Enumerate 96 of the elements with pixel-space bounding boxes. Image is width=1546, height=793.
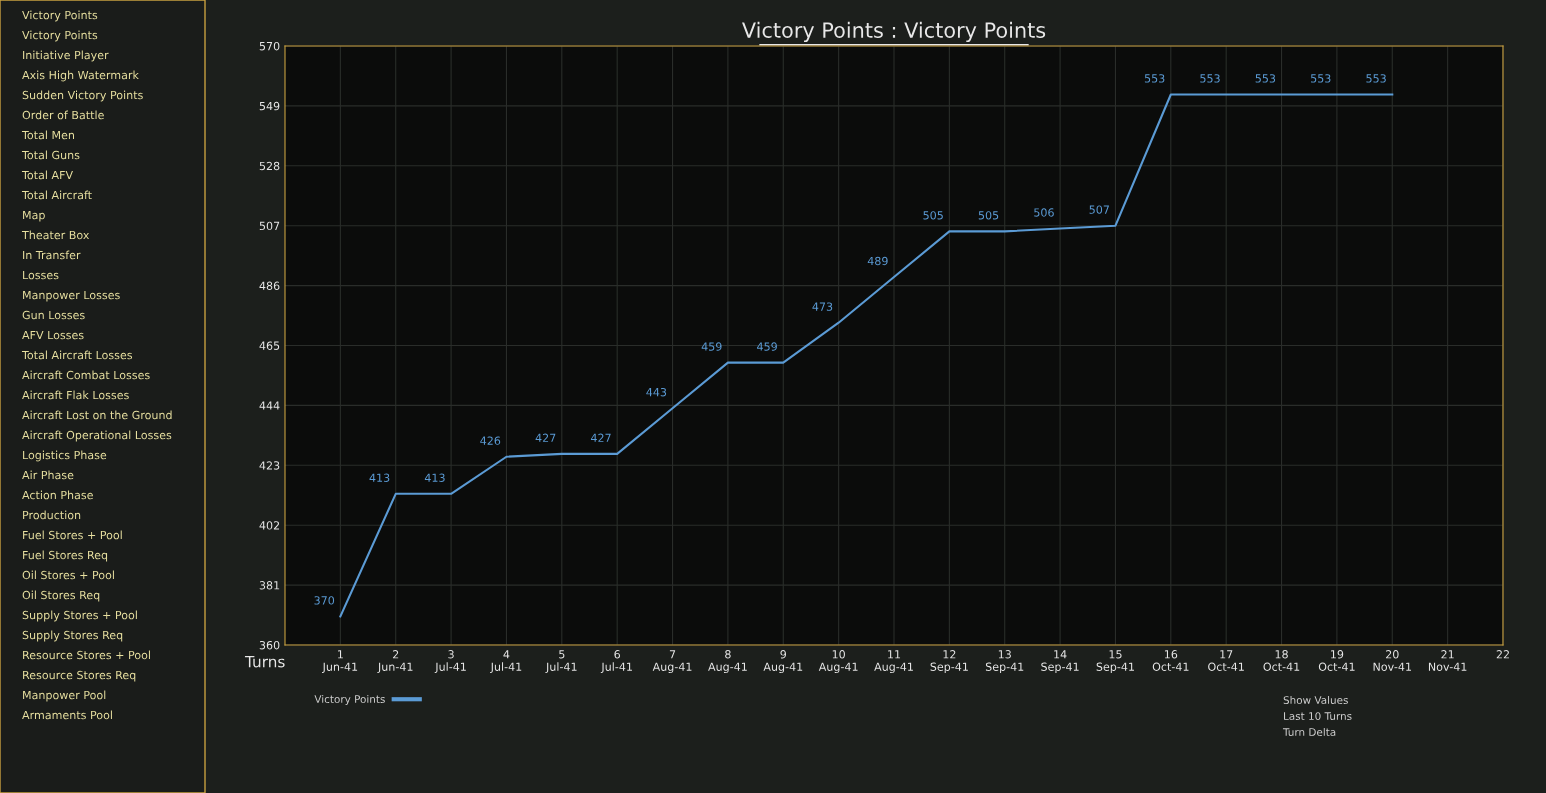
data-label: 427	[590, 433, 611, 442]
data-label: 459	[701, 342, 722, 351]
text: Oil Stores Req	[22, 590, 100, 602]
text: Supply Stores + Pool	[22, 610, 137, 622]
text: Aircraft Operational Losses	[22, 430, 172, 442]
text: Manpower Pool	[23, 690, 106, 702]
x-tick-label: 4 Jul-41	[490, 650, 522, 673]
data-label: 553	[1311, 74, 1331, 83]
data-label: 413	[369, 473, 390, 482]
x-tick-label: 13 Sep-41	[985, 650, 1024, 674]
text: Sudden Victory Points	[22, 90, 143, 102]
text: Total Aircraft Losses	[21, 350, 133, 360]
text: Manpower Losses	[23, 290, 120, 302]
text: Fuel Stores Req	[23, 550, 108, 562]
text: Total Aircraft	[21, 190, 92, 200]
y-tick-label: 486	[259, 281, 280, 290]
x-tick-label: 22	[1496, 650, 1509, 659]
text: Initiative Player	[23, 50, 109, 62]
text: Turn Delta	[1282, 727, 1336, 737]
data-label: 553	[1255, 74, 1276, 83]
x-tick-label: 17 Oct-41	[1208, 650, 1244, 671]
text: In Transfer	[23, 250, 81, 260]
data-label: 505	[923, 211, 943, 220]
data-label: 370	[314, 596, 335, 605]
text: Last 10 Turns	[1284, 712, 1352, 721]
x-tick-label: 6 Jul-41	[600, 650, 632, 673]
text: Order of Battle	[22, 110, 104, 120]
data-label: 506	[1034, 208, 1054, 217]
x-tick-label: 18 Oct-41	[1263, 650, 1300, 671]
text: Production	[23, 510, 81, 520]
text: Aircraft Lost on the Ground	[22, 410, 172, 420]
x-tick-label: 11 Aug-41	[874, 650, 913, 674]
y-tick-label: 507	[259, 221, 280, 231]
text: Logistics Phase	[23, 450, 107, 462]
chart-title: Victory Points : Victory Points	[742, 21, 1046, 42]
y-tick-label: 549	[259, 101, 280, 111]
text: Victory Points	[22, 30, 98, 42]
x-tick-label: 2 Jun-41	[377, 650, 413, 673]
data-label: 553	[1144, 74, 1165, 83]
data-label: 507	[1089, 205, 1109, 214]
y-tick-label: 570	[259, 41, 280, 51]
x-tick-label: 3 Jul-41	[434, 650, 466, 673]
x-tick-label: 9 Aug-41	[763, 650, 803, 674]
x-tick-label: 14 Sep-41	[1041, 650, 1079, 674]
y-tick-label: 444	[259, 401, 280, 410]
text: Aircraft Combat Losses	[22, 370, 150, 380]
y-tick-label: 423	[259, 461, 280, 470]
text: Losses	[23, 270, 59, 280]
x-tick-label: 10 Aug-41	[818, 650, 858, 674]
data-label: 473	[812, 302, 833, 311]
text: Fuel Stores + Pool	[23, 530, 122, 540]
text: Map	[23, 210, 45, 222]
data-label: 489	[867, 256, 888, 266]
text: Oil Stores + Pool	[22, 570, 114, 580]
y-tick-label: 528	[259, 161, 280, 171]
y-tick-label: 360	[259, 640, 280, 650]
data-label: 413	[424, 473, 445, 482]
text: Show Values	[1283, 695, 1348, 705]
data-label: 443	[646, 387, 667, 397]
text: Resource Stores Req	[23, 670, 136, 682]
text: Air Phase	[22, 470, 74, 480]
text: Aircraft Flak Losses	[22, 390, 129, 400]
x-tick-label: 8 Aug-41	[708, 650, 747, 674]
x-tick-label: 21 Nov-41	[1428, 650, 1467, 671]
data-label: 426	[480, 436, 501, 445]
x-tick-label: 5 Jul-41	[545, 650, 577, 673]
legend-label: Victory Points	[314, 694, 385, 706]
text: Total AFV	[21, 170, 73, 180]
text: Total Guns	[21, 150, 80, 160]
text: Theater Box	[21, 230, 90, 240]
x-axis-title: Turns	[244, 656, 285, 668]
data-label: 553	[1200, 74, 1220, 83]
text: Axis High Watermark	[22, 70, 139, 82]
data-label: 459	[757, 342, 777, 351]
text: AFV Losses	[22, 330, 84, 340]
line-series	[339, 93, 1394, 618]
x-tick-label: 7 Aug-41	[652, 650, 692, 674]
text: Gun Losses	[22, 310, 85, 320]
text: Action Phase	[22, 490, 93, 500]
x-tick-label: 15 Sep-41	[1096, 650, 1134, 674]
y-tick-label: 381	[259, 581, 280, 590]
x-tick-label: 20 Nov-41	[1373, 650, 1412, 671]
data-label: 427	[535, 433, 556, 442]
text: Victory Points	[22, 10, 98, 22]
text: Armaments Pool	[22, 710, 112, 720]
x-tick-label: 16 Oct-41	[1152, 650, 1189, 671]
x-tick-label: 1 Jun-41	[322, 650, 358, 673]
y-tick-label: 465	[259, 341, 280, 350]
text: Resource Stores + Pool	[23, 650, 150, 660]
x-tick-label: 19 Oct-41	[1318, 650, 1355, 671]
text: Supply Stores Req	[22, 630, 123, 642]
data-label: 505	[978, 211, 999, 220]
text: Total Men	[21, 130, 74, 140]
y-tick-label: 402	[259, 521, 280, 530]
data-label: 553	[1366, 74, 1386, 83]
x-tick-label: 12 Sep-41	[930, 650, 968, 674]
